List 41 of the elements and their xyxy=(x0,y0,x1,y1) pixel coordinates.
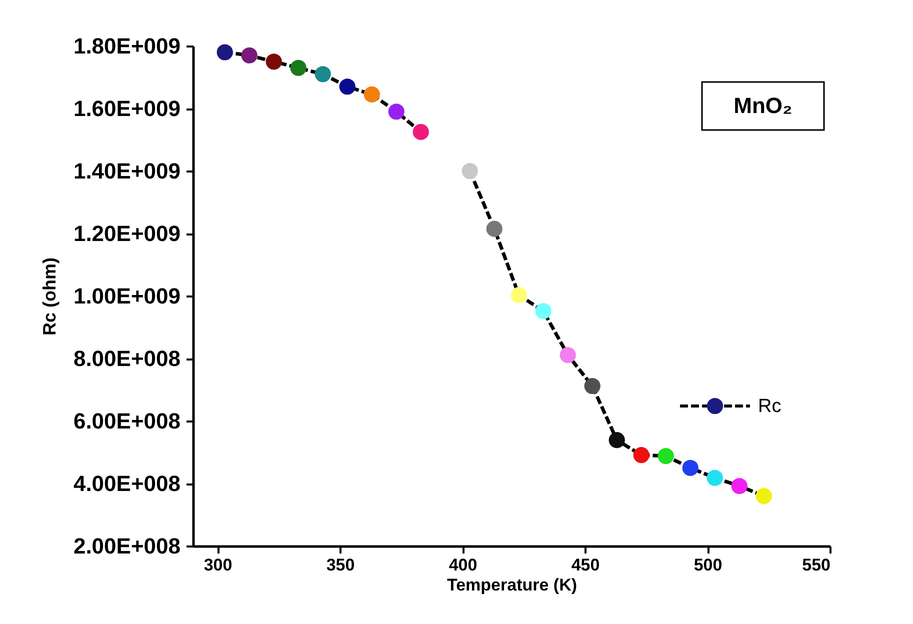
x-tick-label: 400 xyxy=(448,556,478,574)
point xyxy=(535,302,552,320)
y-tick-label: 4.00E+008 xyxy=(73,471,180,496)
point xyxy=(682,460,698,476)
point xyxy=(486,220,502,237)
point xyxy=(706,470,723,486)
point xyxy=(584,378,600,394)
x-axis-title: Temperature (K) xyxy=(446,576,578,594)
point xyxy=(608,432,625,448)
point xyxy=(560,347,576,364)
annotation: MnO₂ xyxy=(734,93,792,118)
x-tick-label: 450 xyxy=(571,556,600,574)
y-axis-title: Rc (ohm) xyxy=(39,258,60,336)
x-tick-label: 500 xyxy=(694,556,722,574)
y-tick-label: 2.00E+008 xyxy=(73,534,180,558)
point xyxy=(364,86,380,102)
point xyxy=(216,44,233,60)
x-tick-label: 550 xyxy=(802,556,830,574)
y-tick-label: 8.00E+008 xyxy=(73,346,180,371)
point xyxy=(241,47,258,64)
point xyxy=(412,124,429,140)
y-tick-label: 1.20E+009 xyxy=(73,221,180,246)
y-tick-label: 1.80E+009 xyxy=(73,34,180,58)
point xyxy=(510,287,527,304)
x-tick-label: 300 xyxy=(204,556,232,574)
point xyxy=(633,447,650,464)
point xyxy=(462,162,478,180)
point xyxy=(266,54,282,70)
point xyxy=(756,488,772,504)
y-tick-label: 6.00E+008 xyxy=(73,408,180,434)
x-tick-label: 350 xyxy=(326,556,355,574)
point xyxy=(314,66,331,82)
point xyxy=(731,478,748,494)
y-tick-label: 1.00E+009 xyxy=(73,284,180,308)
point xyxy=(388,104,404,120)
y-tick-label: 1.40E+009 xyxy=(73,158,180,184)
legend-label: Rc xyxy=(758,396,782,417)
point xyxy=(290,60,306,76)
y-tick-label: 1.60E+009 xyxy=(73,96,180,121)
point xyxy=(339,78,356,95)
point xyxy=(658,448,674,464)
